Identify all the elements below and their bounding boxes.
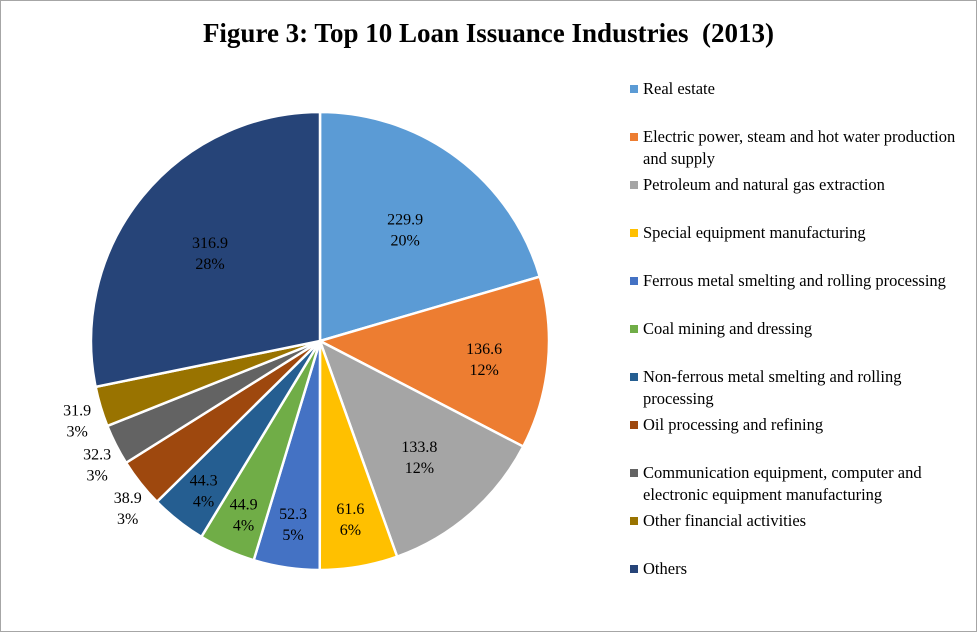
data-label-8: 38.9 3% bbox=[114, 490, 142, 528]
pie-slice-3 bbox=[317, 338, 525, 559]
legend-swatch bbox=[630, 517, 638, 525]
data-label-3: 133.8 12% bbox=[401, 439, 437, 477]
data-label-value: 229.9 bbox=[387, 211, 423, 228]
legend-swatch bbox=[630, 373, 638, 381]
data-label-5: 52.3 5% bbox=[279, 506, 307, 544]
data-label-7: 44.3 4% bbox=[190, 472, 218, 510]
legend-label: Communication equipment, computer and el… bbox=[643, 463, 922, 504]
legend-swatch bbox=[630, 229, 638, 237]
data-label-2: 136.6 12% bbox=[466, 341, 502, 379]
data-label-percent: 12% bbox=[469, 362, 498, 379]
data-label-9: 32.3 3% bbox=[83, 446, 111, 484]
legend-swatch bbox=[630, 277, 638, 285]
data-label-percent: 3% bbox=[87, 467, 108, 484]
data-label-11: 316.9 28% bbox=[192, 235, 228, 273]
pie-slice-1 bbox=[318, 110, 542, 343]
data-label-percent: 28% bbox=[195, 256, 224, 273]
data-label-percent: 3% bbox=[117, 511, 138, 528]
data-label-value: 136.6 bbox=[466, 341, 502, 358]
data-label-6: 44.9 4% bbox=[230, 497, 258, 535]
legend-swatch bbox=[630, 325, 638, 333]
legend-label: Others bbox=[643, 559, 687, 578]
chart-title: Figure 3: Top 10 Loan Issuance Industrie… bbox=[202, 18, 775, 48]
data-label-percent: 20% bbox=[390, 232, 419, 249]
pie-slice-11 bbox=[89, 110, 322, 389]
data-label-value: 44.3 bbox=[190, 472, 218, 489]
legend-label: Ferrous metal smelting and rolling proce… bbox=[643, 271, 946, 290]
data-label-value: 52.3 bbox=[279, 506, 307, 523]
data-label-percent: 5% bbox=[282, 527, 303, 544]
data-label-value: 44.9 bbox=[230, 497, 258, 514]
legend-swatch bbox=[630, 469, 638, 477]
data-label-value: 133.8 bbox=[401, 439, 437, 456]
data-label-percent: 6% bbox=[340, 522, 361, 539]
legend-label: Real estate bbox=[643, 79, 715, 98]
data-label-value: 31.9 bbox=[63, 402, 91, 419]
data-label-value: 38.9 bbox=[114, 490, 142, 507]
legend-label: Electric power, steam and hot water prod… bbox=[643, 127, 956, 168]
legend-label: Coal mining and dressing bbox=[643, 319, 813, 338]
data-label-percent: 12% bbox=[405, 460, 434, 477]
data-label-value: 316.9 bbox=[192, 235, 228, 252]
legend-swatch bbox=[630, 85, 638, 93]
legend-swatch bbox=[630, 565, 638, 573]
data-label-percent: 4% bbox=[233, 518, 254, 535]
legend-label: Other financial activities bbox=[643, 511, 807, 530]
legend-label: Oil processing and refining bbox=[643, 415, 824, 434]
legend-swatch bbox=[630, 421, 638, 429]
legend-swatch bbox=[630, 181, 638, 189]
legend-label: Non-ferrous metal smelting and rolling p… bbox=[643, 367, 902, 408]
data-label-value: 32.3 bbox=[83, 446, 111, 463]
data-label-4: 61.6 6% bbox=[336, 501, 364, 539]
legend-label: Special equipment manufacturing bbox=[643, 223, 866, 242]
legend-swatch bbox=[630, 133, 638, 141]
data-label-value: 61.6 bbox=[336, 501, 364, 518]
data-label-10: 31.9 3% bbox=[63, 402, 91, 440]
data-label-percent: 4% bbox=[193, 493, 214, 510]
legend-label: Petroleum and natural gas extraction bbox=[643, 175, 885, 194]
data-label-1: 229.9 20% bbox=[387, 211, 423, 249]
data-label-percent: 3% bbox=[66, 423, 87, 440]
pie-slice-2 bbox=[316, 275, 551, 449]
